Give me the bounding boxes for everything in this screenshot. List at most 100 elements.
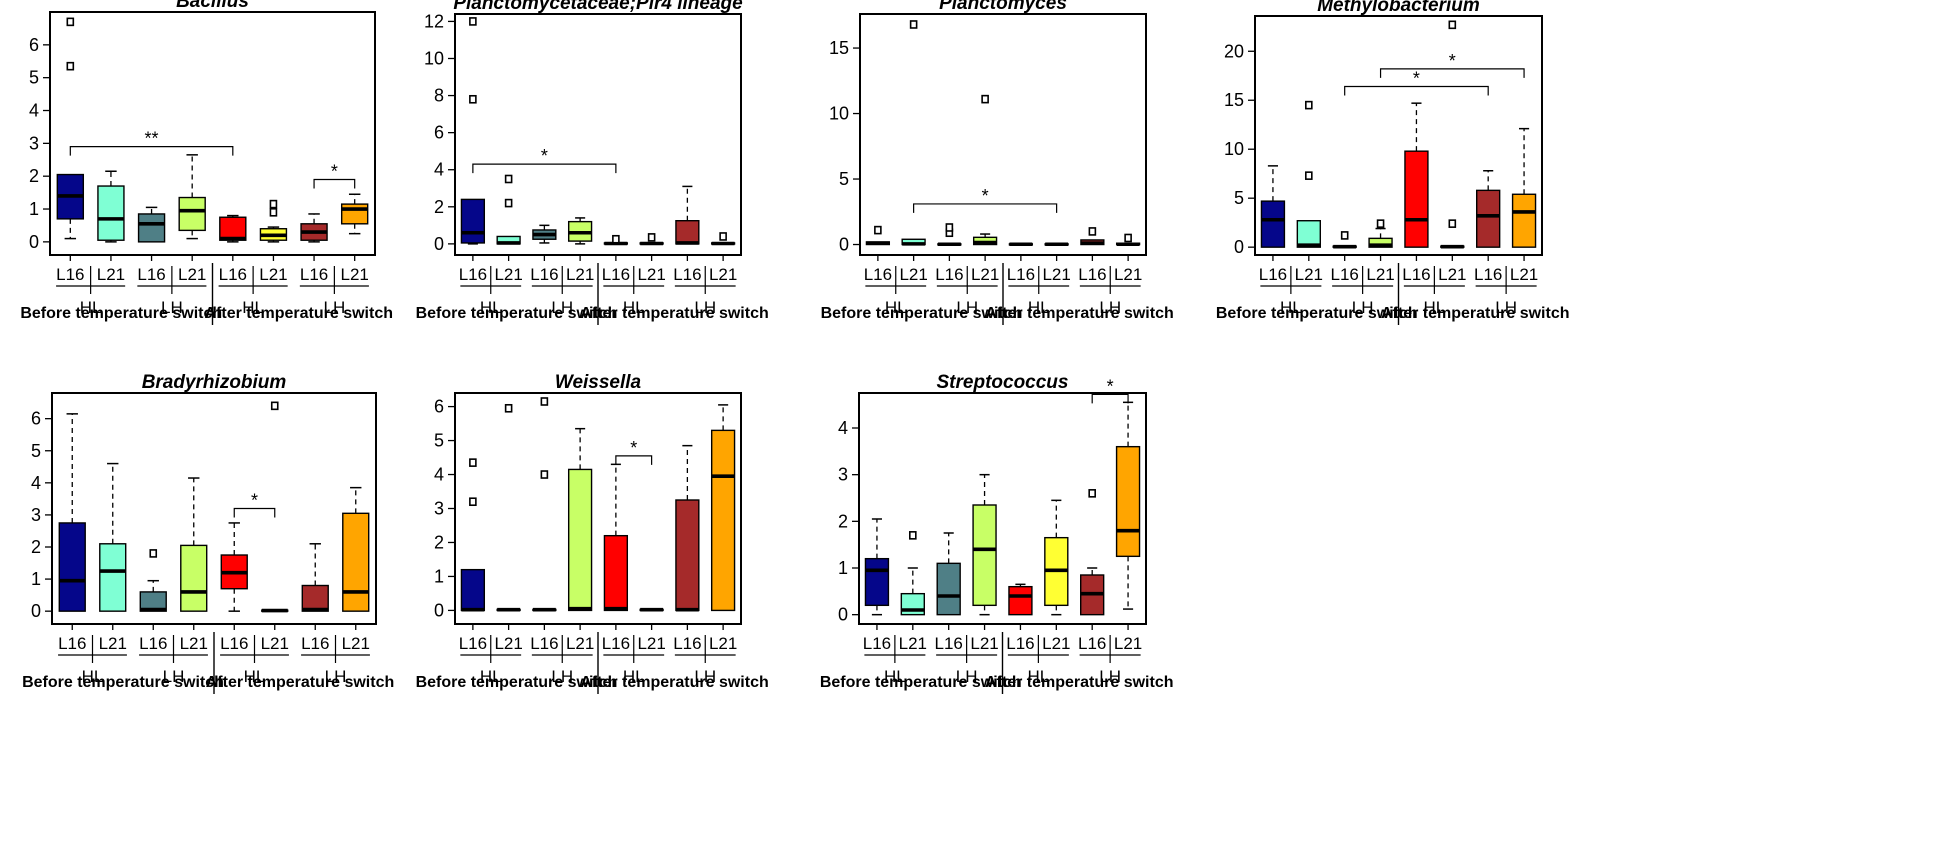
box-body [137,213,166,243]
y-tick-label: 1 [29,199,39,219]
x-label-condition: HL [82,667,104,686]
box-body [675,499,700,612]
x-group-1: L16 L21 HL [459,265,523,317]
outlier-point [1448,20,1457,30]
x-label-l21: L21 [494,265,522,284]
outlier-point [1305,100,1313,110]
panel-title: Weissella [555,372,642,393]
box-4 [567,427,593,612]
x-group-3: L16 L21 HL [602,265,666,317]
x-label-l21: L21 [341,265,369,284]
x-label-condition: HL [480,667,502,686]
y-tick-label: 15 [829,38,849,58]
panel-title: Methylobacterium [1317,0,1480,16]
panel-title: Bradyrhizobium [142,372,287,393]
significance-bracket: ** [69,129,234,156]
x-group-3: L16 L21 HL [218,265,288,317]
outlier-point [540,470,549,479]
x-label-l16: L16 [864,265,892,284]
outlier-point [149,549,158,558]
x-label-condition: HL [623,667,645,686]
box-body [936,562,961,616]
x-group-2: L16 L21 LH [137,265,207,317]
bracket-line [1379,68,1525,78]
box-8 [1115,401,1141,610]
x-label-l16: L16 [301,634,329,653]
box-7 [1080,227,1105,246]
box-5 [220,522,248,612]
y-tick-label: 2 [838,511,848,531]
x-group-4: L16 L21 LH [673,265,737,317]
x-label-condition: HL [480,298,502,317]
y-tick-label: 0 [434,600,444,620]
x-label-l16: L16 [58,634,86,653]
x-label-condition: LH [1099,298,1121,317]
outlier-point [981,94,989,104]
x-label-l21: L21 [970,634,998,653]
box-body [342,512,370,612]
x-group-3: L16 L21 HL [1006,634,1070,686]
after-switch-label: After temperature switch [580,674,769,691]
box-body [301,584,329,612]
y-tick-label: 10 [829,104,849,124]
x-label-condition: LH [551,667,573,686]
outlier-point [1088,227,1097,236]
bracket-line [233,507,276,518]
outlier-point [1340,231,1349,240]
x-label-condition: LH [694,298,716,317]
x-label-condition: LH [1352,298,1374,317]
panel-3: Planctomyces 0 5 10 15 * L16 L21 HL L16 L21 LH L16 L2… [821,0,1174,325]
y-tick-label: 5 [31,441,41,461]
box-body [340,203,369,225]
outlier-point [504,174,513,184]
box-1 [865,225,891,246]
box-8 [710,232,736,246]
y-tick-label: 10 [1224,139,1244,159]
significance-label: * [1449,51,1456,71]
box-1 [460,458,486,612]
box-6 [639,233,664,246]
outlier-point [909,20,918,29]
x-label-l21: L21 [1042,634,1070,653]
after-switch-label: After temperature switch [580,305,769,322]
x-group-2: L16 L21 LH [139,634,208,686]
x-label-l21: L21 [566,265,594,284]
box-2 [496,403,521,612]
box-1 [864,518,890,616]
outlier-point [269,199,278,209]
box-2 [900,531,925,616]
box-body [1260,200,1286,248]
outlier-point [540,397,549,406]
x-label-l16: L16 [602,634,630,653]
x-label-l21: L21 [1438,265,1466,284]
x-label-l21: L21 [261,634,289,653]
x-label-l16: L16 [602,265,630,284]
x-label-l21: L21 [99,634,127,653]
bracket-line [472,163,617,174]
before-switch-label: Before temperature switch [820,674,1022,691]
box-8 [1115,233,1141,247]
outlier-point [612,234,620,244]
outlier-point [1124,233,1132,243]
before-switch-label: Before temperature switch [20,305,222,322]
x-label-condition: LH [956,298,978,317]
significance-label: ** [145,129,159,149]
y-tick-label: 10 [424,48,444,68]
x-label-condition: HL [242,298,264,317]
box-7 [301,543,329,612]
x-label-l21: L21 [566,634,594,653]
panel-title: Planctomycetaceae;Pir4 lineage [453,0,743,14]
x-label-l21: L21 [178,265,206,284]
box-5 [603,463,629,612]
x-label-l21: L21 [1042,265,1070,284]
x-label-condition: HL [80,298,102,317]
outlier-point [469,458,477,467]
bracket-line [313,178,356,189]
box-7 [1476,170,1501,248]
x-group-1: L16 L21 HL [863,634,927,686]
y-tick-label: 0 [1234,237,1244,257]
outlier-point [719,232,727,241]
bracket-line [1091,393,1129,404]
significance-bracket: * [913,186,1058,213]
y-tick-label: 15 [1224,90,1244,110]
